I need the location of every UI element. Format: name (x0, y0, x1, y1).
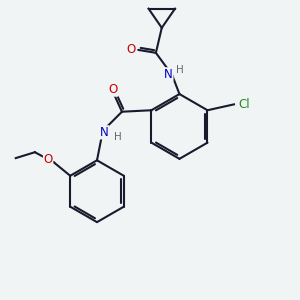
Text: N: N (100, 126, 109, 139)
Text: N: N (164, 68, 173, 81)
Text: O: O (109, 83, 118, 96)
Text: H: H (114, 132, 122, 142)
Text: O: O (44, 153, 53, 166)
Text: Cl: Cl (238, 98, 250, 111)
Text: O: O (126, 44, 136, 56)
Text: H: H (176, 64, 184, 75)
